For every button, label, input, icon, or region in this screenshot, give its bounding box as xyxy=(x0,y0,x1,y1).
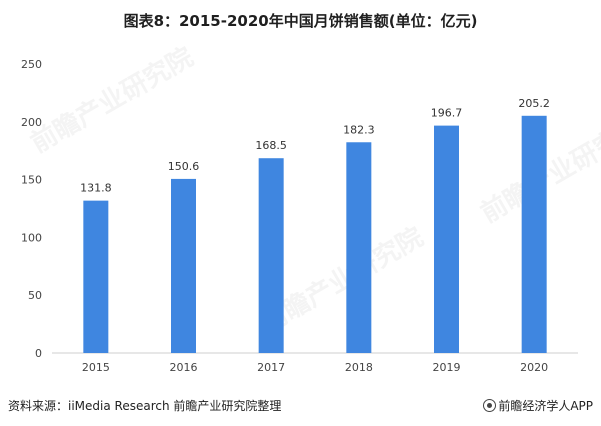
brand-label: 前瞻经济学人APP xyxy=(498,399,593,413)
bars: 131.8 150.6 168.5 182.3 196.7 205.2 xyxy=(80,97,550,353)
y-tick-label: 0 xyxy=(35,347,42,360)
x-tick-label: 2020 xyxy=(520,361,548,374)
data-label-2018: 182.3 xyxy=(343,123,375,136)
y-tick-label: 250 xyxy=(21,58,42,71)
x-tick-label: 2019 xyxy=(433,361,461,374)
bar-2017 xyxy=(258,158,284,353)
x-tick-label: 2016 xyxy=(170,361,198,374)
data-label-2017: 168.5 xyxy=(255,139,287,152)
data-label-2015: 131.8 xyxy=(80,182,112,195)
bar-2019 xyxy=(434,125,459,353)
data-label-2020: 205.2 xyxy=(518,97,550,110)
bar-2018 xyxy=(346,142,372,353)
bar-2016 xyxy=(171,178,196,353)
y-tick-label: 50 xyxy=(28,289,42,302)
chart-title: 图表8：2015-2020年中国月饼销售额(单位：亿元) xyxy=(123,12,478,30)
x-tick-label: 2017 xyxy=(257,361,285,374)
brand-credit: 前瞻经济学人APP xyxy=(483,397,593,414)
bar-2020 xyxy=(521,115,547,353)
x-axis-ticks: 2015 2016 2017 2018 2019 2020 xyxy=(82,361,548,374)
brand-logo-icon xyxy=(483,399,497,412)
x-tick-label: 2015 xyxy=(82,361,110,374)
data-label-2016: 150.6 xyxy=(168,160,200,173)
data-label-2019: 196.7 xyxy=(431,107,463,120)
y-tick-label: 100 xyxy=(21,231,42,244)
y-axis-ticks: 0 50 100 150 200 250 xyxy=(21,58,42,360)
x-tick-label: 2018 xyxy=(345,361,373,374)
bar-2015 xyxy=(83,200,109,353)
source-note: 资料来源：iiMedia Research 前瞻产业研究院整理 xyxy=(8,399,282,413)
y-tick-label: 200 xyxy=(21,116,42,129)
y-tick-label: 150 xyxy=(21,174,42,187)
